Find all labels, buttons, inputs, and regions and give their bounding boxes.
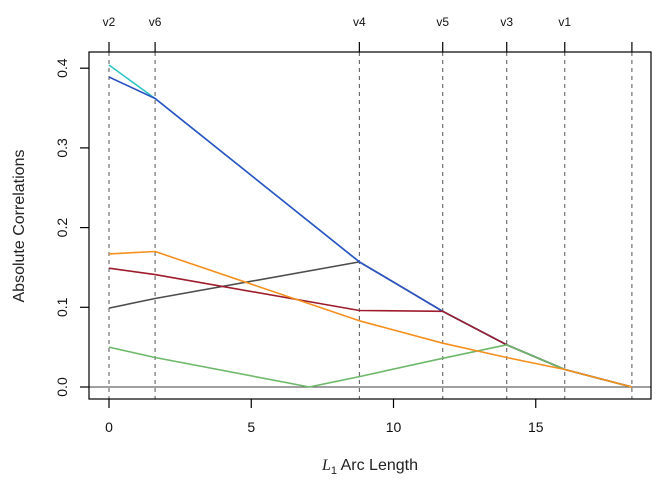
x-tick-label: 15 (528, 419, 544, 435)
y-axis-title: Absolute Correlations (11, 150, 28, 303)
knot-label: v4 (353, 15, 366, 29)
x-tick-label: 5 (247, 419, 255, 435)
x-axis-title: L1 Arc Length (321, 457, 418, 477)
knot-label: v2 (103, 15, 116, 29)
knot-label: v5 (436, 15, 449, 29)
x-tick-label: 0 (105, 419, 113, 435)
y-tick-label: 0.2 (54, 218, 70, 238)
x-tick-label: 10 (386, 419, 402, 435)
knot-label: v6 (149, 15, 162, 29)
series-line-orange (108, 250, 633, 388)
series-line-green (108, 343, 633, 388)
y-tick-label: 0.4 (54, 58, 70, 78)
series-line-cyan (108, 64, 633, 388)
y-tick-label: 0.1 (54, 297, 70, 317)
knot-label: v1 (558, 15, 571, 29)
knot-label: v3 (500, 15, 513, 29)
y-tick-label: 0.3 (54, 138, 70, 158)
series-line-blue (108, 76, 633, 388)
series-line-darkred (108, 267, 633, 388)
y-tick-label: 0.0 (54, 377, 70, 397)
plot-frame (88, 51, 652, 400)
